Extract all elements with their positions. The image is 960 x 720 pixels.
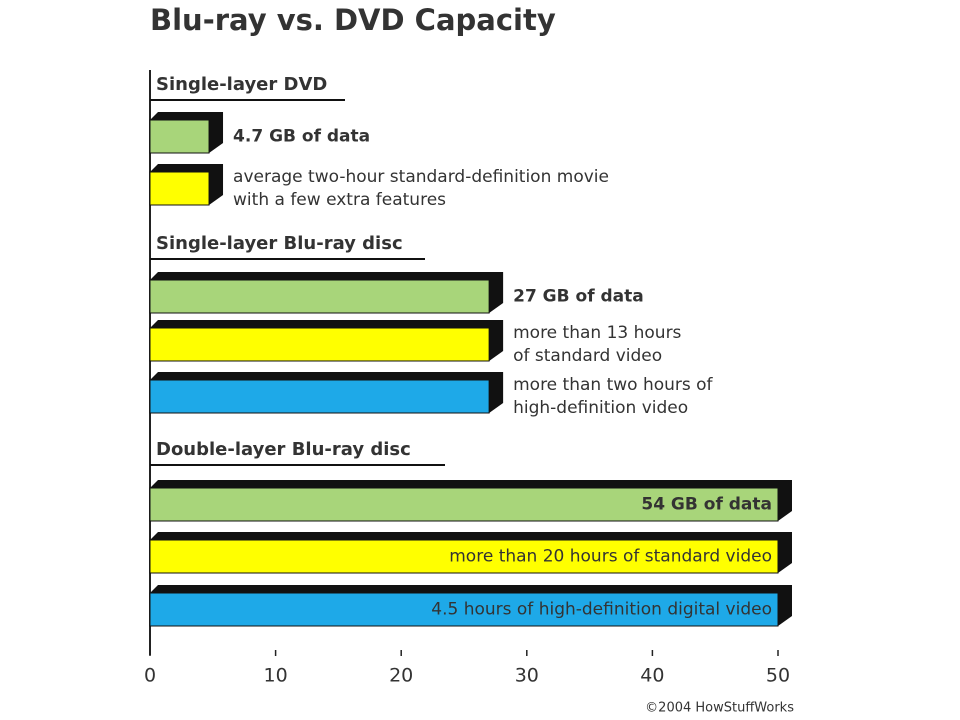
bar-label: 4.7 GB of data [233,127,370,147]
group-header: Single-layer DVD [156,74,327,95]
bar-label: with a few extra features [233,190,446,210]
bar-label: 54 GB of data [641,495,772,515]
bar [149,539,779,574]
chart-title: Blu-ray vs. DVD Capacity [150,3,556,37]
x-tick-label: 40 [640,665,664,687]
bar-label: 4.5 hours of high-definition digital vid… [431,600,772,620]
x-tick-label: 0 [144,665,156,687]
group-header: Double-layer Blu-ray disc [156,439,411,460]
bar-label: 27 GB of data [513,287,644,307]
bar [149,327,490,362]
credit: ©2004 HowStuffWorks [645,701,794,716]
bar-label: more than 13 hours [513,323,681,343]
x-tick-label: 10 [264,665,288,687]
bar [149,592,779,627]
bar-label: high-definition video [513,398,688,418]
bar [149,487,779,522]
group-header: Single-layer Blu-ray disc [156,233,403,254]
bar [149,119,210,154]
bar-label: of standard video [513,346,662,366]
x-tick-label: 30 [515,665,539,687]
bar [149,279,490,314]
bar-label: more than two hours of [513,375,713,395]
x-tick-label: 50 [766,665,790,687]
x-tick-label: 20 [389,665,413,687]
bar [149,171,210,206]
bar-label: more than 20 hours of standard video [449,547,772,567]
bar [149,379,490,414]
bar-label: average two-hour standard-definition mov… [233,167,609,187]
